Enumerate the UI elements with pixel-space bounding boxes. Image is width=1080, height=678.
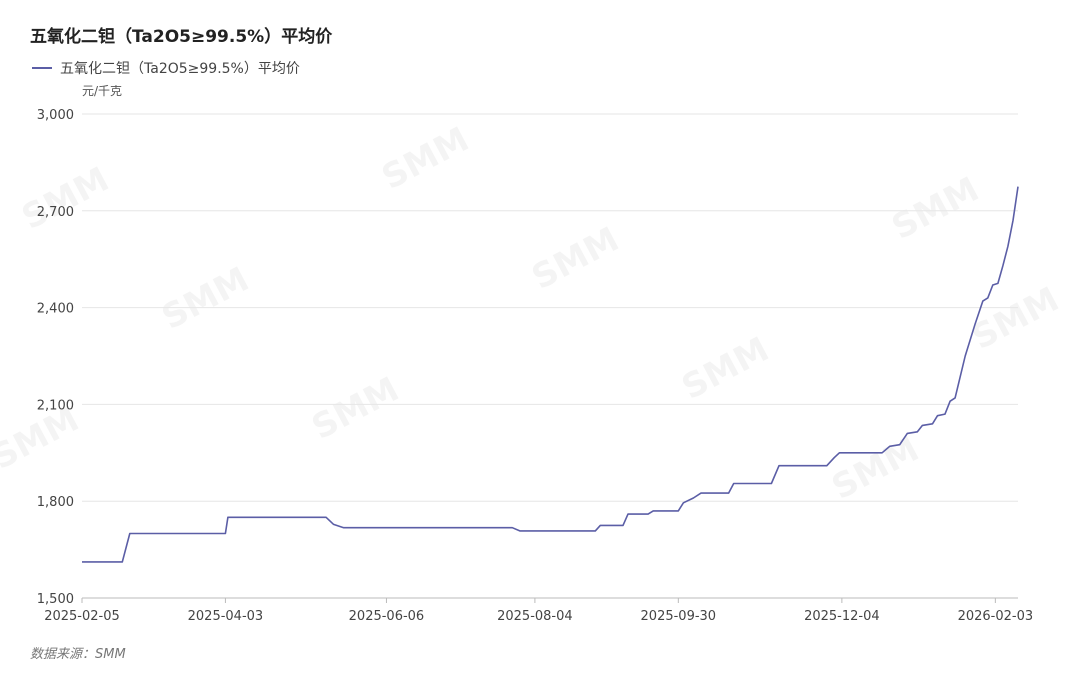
watermark-text: SMM (965, 279, 1065, 358)
watermark-text: SMM (885, 169, 985, 248)
x-tick-label: 2025-09-30 (641, 609, 717, 624)
watermark-text: SMM (375, 119, 475, 198)
legend-label: 五氧化二钽（Ta2O5≥99.5%）平均价 (60, 61, 300, 77)
watermark-text: SMM (525, 219, 625, 298)
watermark-text: SMM (675, 329, 775, 408)
chart-title: 五氧化二钽（Ta2O5≥99.5%）平均价 (30, 27, 333, 47)
y-tick-label: 1,500 (37, 592, 74, 607)
watermark-text: SMM (825, 429, 925, 508)
data-source: 数据来源：SMM (30, 647, 126, 662)
legend[interactable]: 五氧化二钽（Ta2O5≥99.5%）平均价 (32, 58, 300, 78)
x-tick-label: 2025-04-03 (188, 609, 264, 624)
y-tick-label: 2,100 (37, 398, 74, 413)
series-line (82, 186, 1019, 563)
x-tick-label: 2025-06-06 (349, 609, 425, 624)
x-tick-label: 2026-02-03 (958, 609, 1034, 624)
watermark-text: SMM (15, 159, 115, 238)
x-tick-label: 2025-02-05 (44, 609, 120, 624)
y-tick-label: 1,800 (37, 495, 74, 510)
y-tick-label: 3,000 (37, 108, 74, 123)
x-tick-label: 2025-08-04 (497, 609, 573, 624)
y-axis-unit: 元/千克 (82, 84, 123, 98)
watermark-text: SMM (155, 259, 255, 338)
watermark-text: SMM (305, 369, 405, 448)
y-tick-label: 2,700 (37, 205, 74, 220)
legend-swatch (32, 67, 52, 69)
x-tick-label: 2025-12-04 (804, 609, 880, 624)
y-tick-label: 2,400 (37, 302, 74, 317)
